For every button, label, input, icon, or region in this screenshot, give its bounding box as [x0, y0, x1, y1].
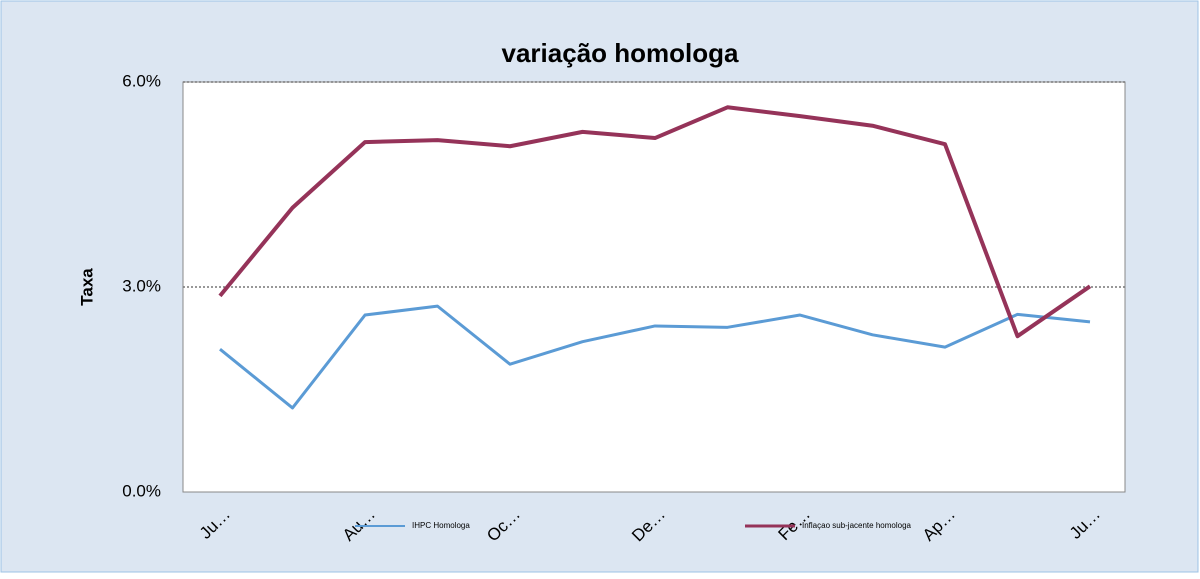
legend-label: Inflaçao sub-jacente homologa: [802, 521, 912, 530]
series-line: [219, 304, 1091, 410]
y-axis-label: Taxa: [77, 268, 96, 306]
y-tick-label: 6.0%: [122, 71, 161, 90]
series-line: [218, 105, 1092, 339]
y-tick-label: 3.0%: [122, 276, 161, 295]
legend-label: IHPC Homologa: [412, 521, 470, 530]
y-tick-label: 0.0%: [122, 481, 161, 500]
chart-title: variação homologa: [502, 38, 739, 68]
